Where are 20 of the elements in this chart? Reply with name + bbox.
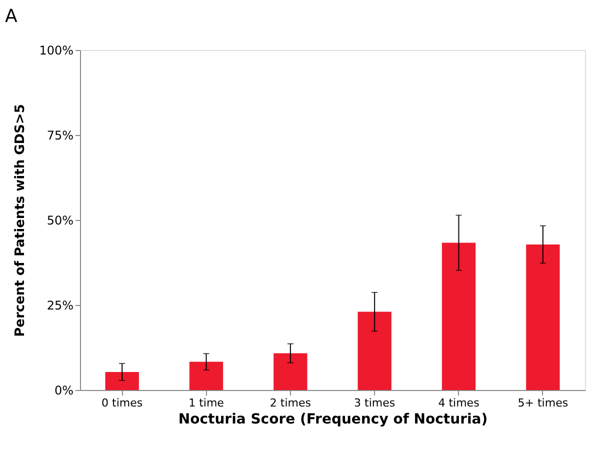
x-tick-label: 1 time xyxy=(188,396,224,410)
y-axis-title: Percent of Patients with GDS>5 xyxy=(13,104,28,337)
bar xyxy=(442,242,476,390)
y-tick-label: 75% xyxy=(46,128,74,142)
x-tick-label: 3 times xyxy=(354,396,396,410)
bar xyxy=(105,372,139,390)
y-tick-label: 25% xyxy=(46,298,74,312)
bar xyxy=(189,362,224,390)
x-tick-label: 5+ times xyxy=(518,396,568,410)
bar xyxy=(526,244,560,390)
chart-title: A xyxy=(5,6,18,27)
x-axis-title: Nocturia Score (Frequency of Nocturia) xyxy=(178,412,488,428)
y-tick-label: 100% xyxy=(39,44,74,58)
x-tick-label: 0 times xyxy=(102,396,143,410)
x-tick-label: 4 times xyxy=(438,396,480,410)
bar xyxy=(358,312,392,390)
x-tick-label: 2 times xyxy=(270,396,312,410)
bar xyxy=(274,353,308,390)
y-tick-label: 0% xyxy=(54,384,74,398)
y-tick-label: 50% xyxy=(46,214,74,228)
